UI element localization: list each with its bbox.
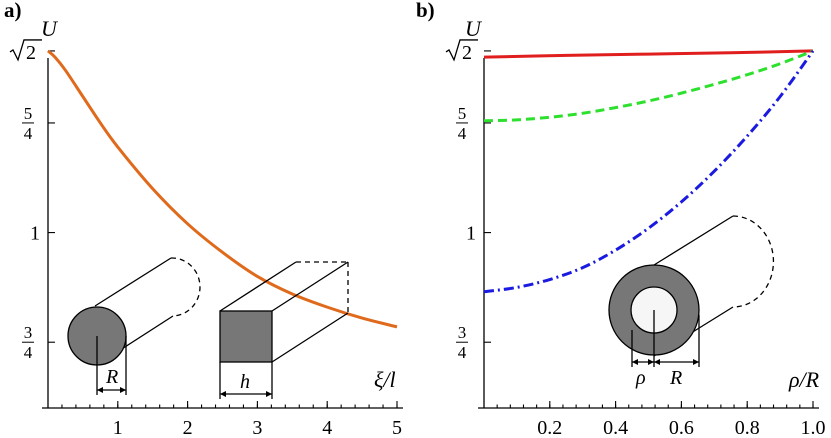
radical-sign — [9, 39, 42, 62]
y-tick-sqrt: 2 — [445, 39, 478, 64]
panel-a-inset-prism: h — [219, 261, 349, 399]
series-1-line — [47, 49, 398, 329]
y-tick-denominator: 4 — [458, 343, 467, 362]
y-tick-numerator: 3 — [458, 323, 467, 342]
x-tick-label: 1 — [113, 417, 123, 438]
panel-a-inset-cylinder: R — [67, 257, 201, 395]
y-tick-fraction: 54 — [456, 104, 468, 143]
y-tick-denominator: 4 — [24, 124, 33, 143]
panel-a-series — [47, 49, 398, 329]
x-tick-label: 2 — [183, 417, 193, 438]
panel-a-x-axis-label: ξ/l — [374, 367, 396, 392]
y-tick-numerator: 5 — [458, 104, 467, 123]
series-1-line — [483, 49, 814, 59]
inset-radius-label: R — [105, 366, 118, 388]
y-tick-label: 1 — [30, 223, 40, 245]
x-tick-label: 1.0 — [801, 417, 826, 438]
y-tick-numerator: 5 — [24, 104, 33, 123]
y-tick-fraction: 34 — [456, 323, 468, 362]
x-tick-label: 4 — [322, 417, 332, 438]
inset-side-label: h — [240, 371, 250, 393]
y-tick-fraction: 54 — [22, 104, 34, 143]
panel-b-inset-tube: ρ R — [608, 215, 775, 389]
panel-b-series — [483, 49, 815, 294]
series-3-line — [483, 50, 815, 294]
inset-outer-radius-label: R — [669, 367, 682, 389]
series-2-line — [483, 49, 814, 123]
y-tick-numerator: 3 — [24, 323, 33, 342]
y-tick-radicand: 2 — [26, 42, 36, 64]
x-tick-label: 0.8 — [735, 417, 760, 438]
radical-sign — [445, 39, 478, 62]
panel-a-label: a) — [4, 0, 22, 22]
y-tick-denominator: 4 — [458, 124, 467, 143]
y-tick-label: 1 — [466, 223, 476, 245]
y-tick-denominator: 4 — [24, 343, 33, 362]
panel-a-y-axis-label: U — [41, 16, 59, 41]
y-tick-fraction: 34 — [22, 323, 34, 362]
y-tick-sqrt: 2 — [9, 39, 42, 64]
panel-b-y-axis-label: U — [465, 16, 483, 41]
y-tick-radicand: 2 — [462, 42, 472, 64]
x-tick-label: 3 — [252, 417, 262, 438]
inset-inner-radius-label: ρ — [635, 367, 646, 389]
x-tick-label: 5 — [392, 417, 402, 438]
x-tick-label: 0.2 — [537, 417, 562, 438]
x-tick-label: 0.4 — [603, 417, 628, 438]
x-tick-label: 0.6 — [669, 417, 694, 438]
panel-b-label: b) — [416, 0, 435, 22]
panel-b-x-axis-label: ρ/R — [788, 367, 820, 392]
